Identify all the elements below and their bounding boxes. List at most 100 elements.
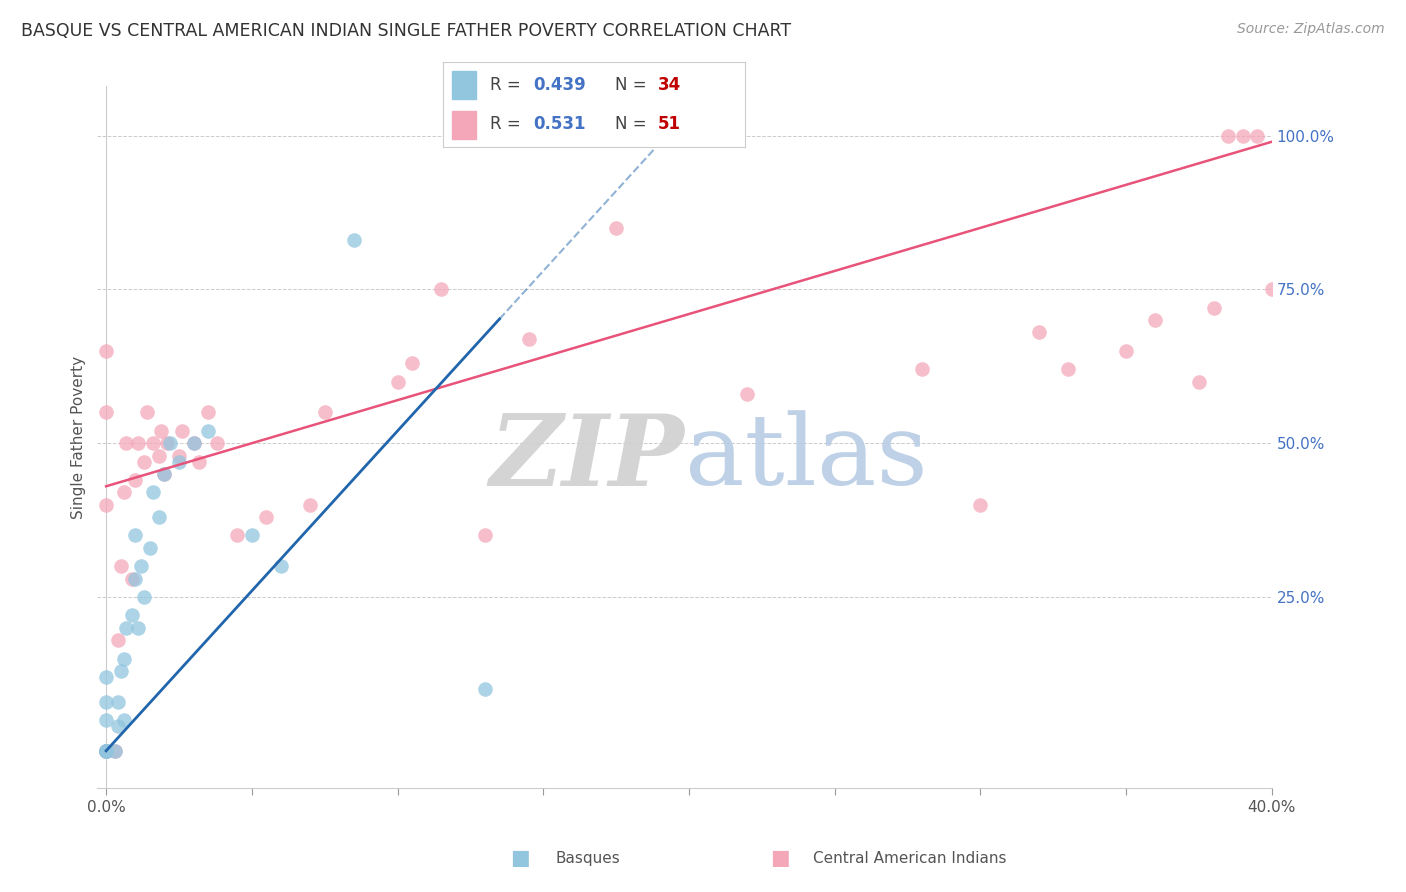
Point: [299, 498, 322, 512]
Point: [115, 436, 138, 450]
Point: [129, 559, 152, 574]
Y-axis label: Single Father Poverty: Single Father Poverty: [72, 356, 86, 518]
Point: [94, 744, 117, 758]
Point: [135, 405, 157, 419]
Point: [1144, 313, 1167, 327]
Point: [107, 633, 129, 648]
Point: [1028, 326, 1050, 340]
Point: [240, 528, 263, 542]
Point: [343, 233, 366, 247]
Point: [121, 572, 143, 586]
Point: [112, 651, 135, 665]
Point: [94, 744, 117, 758]
Text: Central American Indians: Central American Indians: [813, 851, 1007, 865]
Point: [150, 424, 173, 438]
Point: [153, 467, 176, 481]
Text: Basques: Basques: [555, 851, 620, 865]
Point: [1232, 128, 1254, 143]
Point: [148, 449, 170, 463]
Point: [107, 695, 129, 709]
Point: [127, 436, 149, 450]
Point: [94, 744, 117, 758]
Point: [314, 405, 336, 419]
Text: R =: R =: [489, 77, 526, 95]
Point: [167, 455, 190, 469]
Point: [1202, 301, 1225, 315]
Point: [94, 695, 117, 709]
Text: Source: ZipAtlas.com: Source: ZipAtlas.com: [1237, 22, 1385, 37]
Point: [94, 405, 117, 419]
Point: [197, 405, 219, 419]
Point: [401, 356, 423, 370]
Point: [142, 436, 165, 450]
Point: [205, 436, 228, 450]
Point: [139, 541, 162, 555]
Point: [387, 375, 409, 389]
Text: ■: ■: [770, 848, 790, 868]
Point: [112, 485, 135, 500]
Point: [1115, 343, 1137, 358]
Point: [110, 559, 132, 574]
Point: [167, 449, 190, 463]
Point: [112, 713, 135, 727]
Point: [735, 387, 758, 401]
Point: [226, 528, 249, 542]
Text: BASQUE VS CENTRAL AMERICAN INDIAN SINGLE FATHER POVERTY CORRELATION CHART: BASQUE VS CENTRAL AMERICAN INDIAN SINGLE…: [21, 22, 792, 40]
Text: R =: R =: [489, 115, 526, 133]
Point: [270, 559, 292, 574]
Point: [94, 498, 117, 512]
Point: [94, 744, 117, 758]
Point: [115, 621, 138, 635]
Point: [94, 744, 117, 758]
Point: [183, 436, 205, 450]
Point: [107, 719, 129, 733]
Text: N =: N =: [616, 115, 652, 133]
Point: [430, 282, 453, 296]
Text: 0.439: 0.439: [534, 77, 586, 95]
Point: [911, 362, 934, 376]
Text: ZIP: ZIP: [489, 409, 685, 507]
Point: [142, 485, 165, 500]
Point: [94, 744, 117, 758]
Point: [517, 332, 540, 346]
Point: [156, 436, 179, 450]
Point: [474, 528, 496, 542]
Point: [153, 467, 176, 481]
Point: [121, 608, 143, 623]
Point: [110, 664, 132, 678]
Point: [1246, 128, 1268, 143]
Text: atlas: atlas: [685, 410, 928, 506]
Point: [94, 713, 117, 727]
Point: [94, 744, 117, 758]
Point: [94, 343, 117, 358]
Point: [94, 670, 117, 684]
Point: [188, 455, 211, 469]
Point: [170, 424, 193, 438]
Point: [969, 498, 991, 512]
Text: 0.531: 0.531: [534, 115, 586, 133]
Point: [94, 744, 117, 758]
Point: [1057, 362, 1080, 376]
Text: 34: 34: [658, 77, 681, 95]
Point: [124, 528, 146, 542]
Point: [605, 220, 627, 235]
Text: N =: N =: [616, 77, 652, 95]
Point: [127, 621, 149, 635]
Point: [1218, 128, 1240, 143]
Point: [132, 590, 155, 604]
Point: [1188, 375, 1211, 389]
Point: [148, 510, 170, 524]
Point: [197, 424, 219, 438]
Bar: [451, 111, 477, 139]
Point: [132, 455, 155, 469]
Point: [474, 682, 496, 697]
Point: [183, 436, 205, 450]
Point: [159, 436, 181, 450]
Text: 51: 51: [658, 115, 681, 133]
Point: [254, 510, 277, 524]
Point: [1261, 282, 1284, 296]
Bar: [451, 71, 477, 99]
Point: [94, 744, 117, 758]
Point: [124, 572, 146, 586]
Point: [104, 744, 127, 758]
